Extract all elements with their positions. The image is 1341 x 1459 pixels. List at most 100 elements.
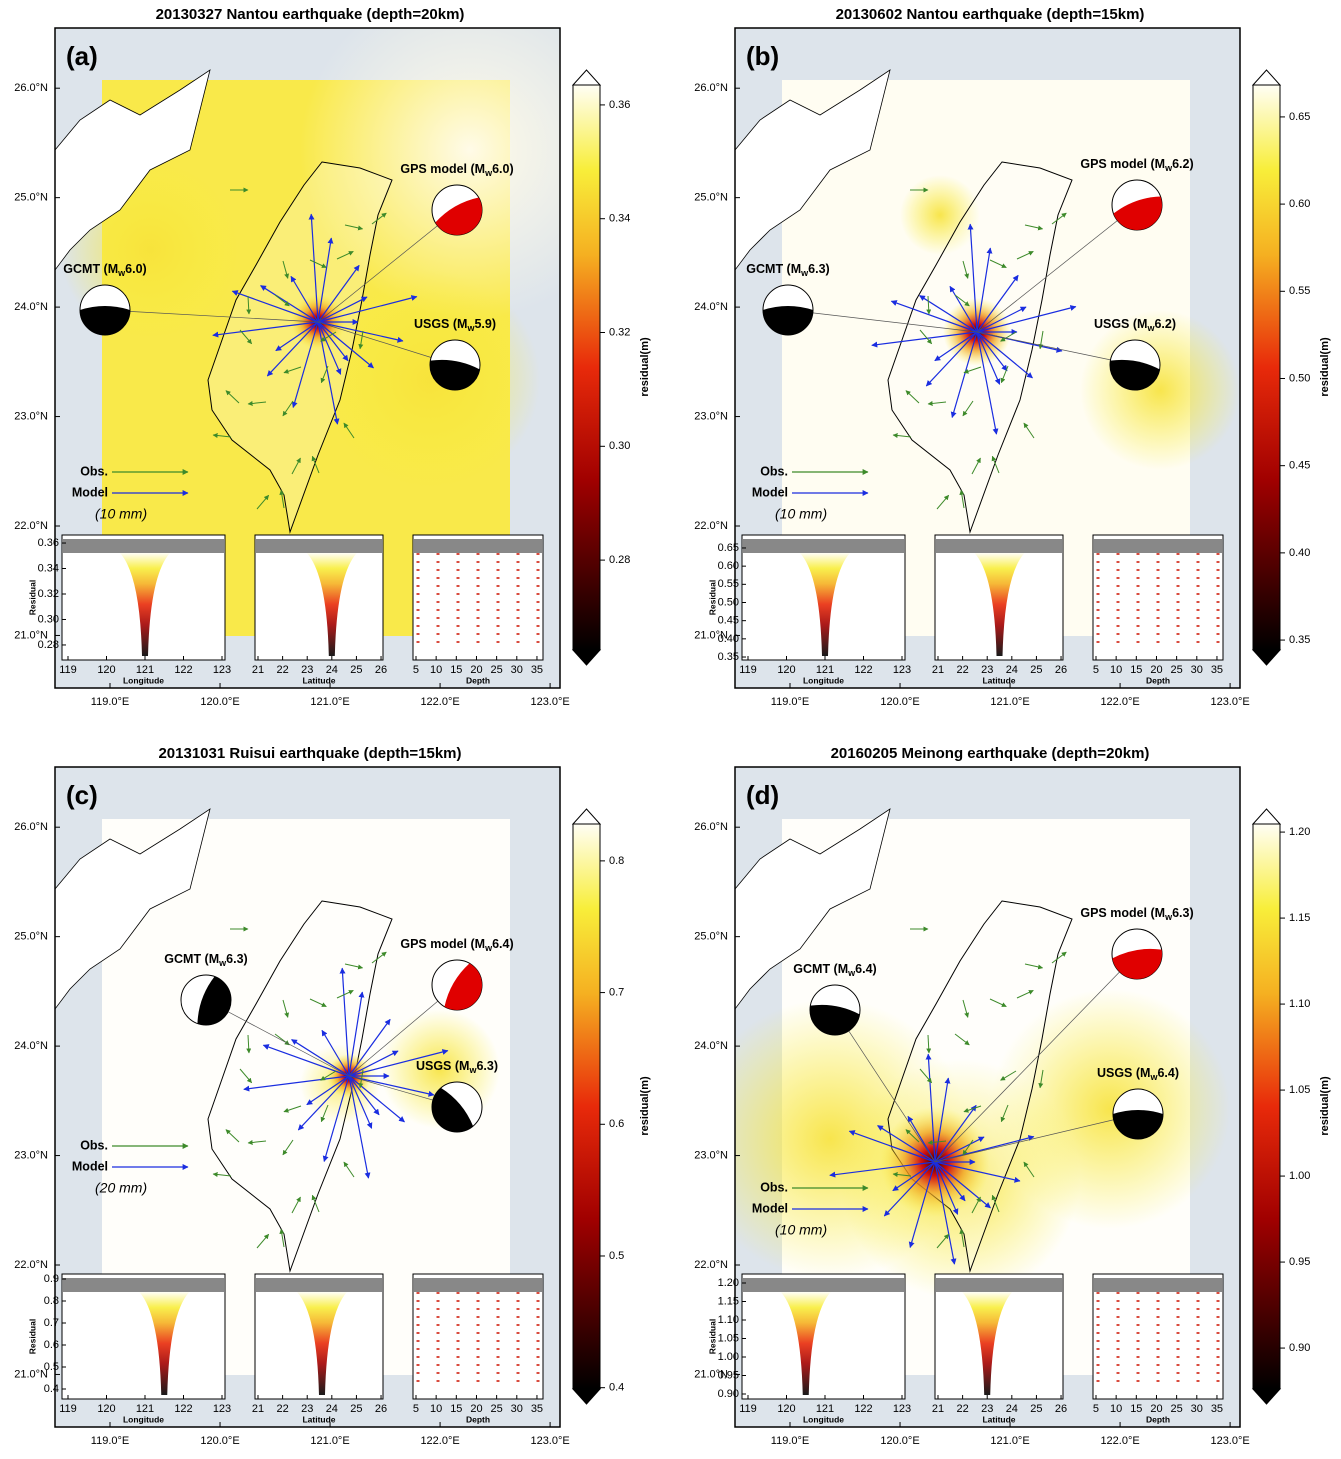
- inset-band: [936, 1278, 1062, 1292]
- model-vector: [934, 1077, 951, 1163]
- panel: 20130602 Nantou earthquake (depth=15km) (…: [694, 6, 1331, 708]
- inset-y-label: Residual: [27, 1319, 37, 1354]
- legend-model: Model: [752, 485, 788, 499]
- leader-line: [787, 309, 978, 333]
- mechanism-label: GPS model (Mw6.2): [1080, 157, 1193, 173]
- y-tick-label: 21.0°N: [14, 1368, 48, 1380]
- observed-vector: [954, 294, 970, 307]
- model-vector: [949, 285, 978, 333]
- inset-y-tick-label: 0.32: [38, 588, 59, 600]
- colorbar-bottom-extend: [571, 649, 602, 666]
- model-vector: [908, 1161, 936, 1249]
- mechanism-magnitude: 6.2): [1154, 317, 1176, 331]
- observed-vector: [358, 330, 364, 350]
- observed-vector: [311, 455, 320, 474]
- colorbar-tick-label: 0.34: [609, 213, 630, 225]
- inset-x-tick-label: 10: [1110, 1403, 1122, 1415]
- colorbar-tick-label: 1.00: [1289, 1170, 1310, 1182]
- panel: 20131031 Ruisui earthquake (depth=15km) (…: [14, 745, 651, 1447]
- china-coast: [55, 808, 211, 1010]
- inset-band: [414, 539, 542, 553]
- model-vector: [925, 1053, 936, 1163]
- residual-blob: [300, 28, 560, 320]
- model-vector: [348, 1075, 371, 1179]
- observed-vector: [971, 1196, 981, 1214]
- mechanism-subscript: w: [466, 323, 475, 333]
- colorbar: [1252, 84, 1281, 651]
- model-vector: [829, 1161, 936, 1178]
- beachball-quadrant: [80, 306, 130, 335]
- colorbar: [572, 84, 601, 651]
- observed-vector: [309, 998, 327, 1008]
- panel-title: 20160205 Meinong earthquake (depth=20km): [831, 745, 1150, 762]
- panel-title: 20130327 Nantou earthquake (depth=20km): [156, 6, 465, 23]
- inset-x-tick-label: 119: [739, 664, 757, 676]
- observed-vector: [371, 951, 387, 964]
- colorbar-tick-label: 0.55: [1289, 285, 1310, 297]
- observed-vector: [927, 400, 947, 406]
- inset-x-tick-label: 121: [816, 664, 834, 676]
- x-tick-label: 120.0°E: [200, 696, 239, 708]
- inset-x-label: Longitude: [123, 675, 164, 685]
- mechanism-name: GCMT (M: [164, 952, 219, 966]
- observed-vector: [954, 1033, 970, 1046]
- inset-x-tick-label: 25: [491, 1403, 503, 1415]
- x-tick-label: 123.0°E: [1210, 1435, 1249, 1447]
- observed-vector: [291, 1196, 301, 1214]
- observed-vector: [959, 489, 965, 509]
- legend-scale: (20 mm): [95, 1180, 147, 1196]
- model-vector: [934, 1161, 991, 1209]
- mechanism-subscript: w: [1164, 912, 1173, 922]
- observed-vector: [892, 433, 912, 439]
- x-tick-label: 120.0°E: [880, 1435, 919, 1447]
- residual-blob: [1080, 310, 1240, 470]
- legend-observed: Obs.: [760, 1180, 788, 1194]
- colorbar: [1252, 823, 1281, 1390]
- inset-x-tick-label: 25: [1030, 664, 1042, 676]
- inset-x-tick-label: 122: [854, 1403, 872, 1415]
- inset-dip: [780, 1292, 831, 1395]
- colorbar-tick-label: 1.15: [1289, 912, 1310, 924]
- inset-x-tick-label: 35: [531, 664, 543, 676]
- beachball-quadrant: [444, 963, 482, 1010]
- inset-x-tick-label: 10: [430, 1403, 442, 1415]
- inset-dip: [306, 553, 357, 656]
- colorbar-bottom-extend: [1251, 1388, 1282, 1405]
- model-vector: [231, 290, 319, 323]
- inset-dip: [962, 1292, 1013, 1395]
- y-tick-label: 25.0°N: [14, 931, 48, 943]
- inset-x-tick-label: 23: [301, 664, 313, 676]
- observed-vector: [246, 295, 252, 315]
- model-vector: [934, 1136, 985, 1163]
- observed-vector: [1024, 224, 1044, 231]
- model-vector: [934, 1161, 1021, 1183]
- beachball-quadrant: [1113, 1110, 1163, 1139]
- x-tick-label: 120.0°E: [200, 1435, 239, 1447]
- inset-x-tick-label: 22: [956, 1403, 968, 1415]
- mechanism-label: GCMT (Mw6.0): [63, 262, 146, 278]
- inset-x-tick-label: 21: [252, 664, 264, 676]
- inset-x-tick-label: 26: [375, 1403, 387, 1415]
- inset-x-tick-label: 5: [1093, 664, 1099, 676]
- panel: 20160205 Meinong earthquake (depth=20km)…: [694, 745, 1331, 1447]
- mechanism-subscript: w: [1146, 323, 1155, 333]
- model-vector: [976, 305, 1077, 333]
- mechanism-magnitude: 6.4): [855, 962, 877, 976]
- mechanism-subscript: w: [468, 1065, 477, 1075]
- beachball-quadrant: [430, 359, 480, 390]
- mechanism-magnitude: 6.0): [492, 162, 514, 176]
- model-vector: [266, 321, 319, 377]
- mechanism-subscript: w: [800, 268, 809, 278]
- model-vector: [976, 306, 1027, 333]
- colorbar-label: residual(m): [639, 337, 651, 397]
- inset-x-tick-label: 23: [301, 1403, 313, 1415]
- observed-vector: [247, 400, 267, 406]
- inset-y-tick-label: 1.10: [718, 1314, 739, 1326]
- inset-band: [63, 539, 224, 553]
- observed-vector: [936, 494, 950, 510]
- inset-y-tick-label: 0.95: [718, 1369, 739, 1381]
- model-vector: [967, 223, 978, 333]
- inset-x-label: Depth: [466, 675, 490, 685]
- inset-band: [743, 539, 904, 553]
